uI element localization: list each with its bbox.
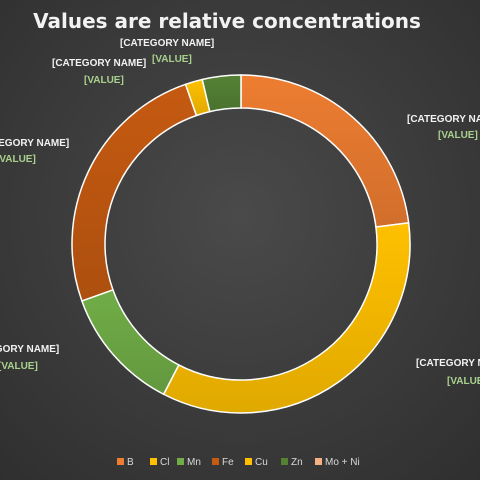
data-label-value: [VALUE] <box>84 75 124 86</box>
legend-swatch <box>315 458 322 465</box>
legend-swatch <box>117 458 124 465</box>
legend-swatch <box>177 458 184 465</box>
data-label-value: [VALUE] <box>0 361 38 372</box>
legend-label: Fe <box>222 457 234 468</box>
data-labels: [CATEGORY NAME] [VALUE] [CATEGORY NAME] [VA… <box>0 38 480 387</box>
legend-swatch <box>150 458 157 465</box>
data-label-category: [CATEGORY NAME] <box>0 138 69 149</box>
legend-swatch <box>245 458 252 465</box>
data-label-category: [CATEGORY NAME] <box>407 114 480 125</box>
legend-label: Cl <box>160 457 169 468</box>
legend-label: Mn <box>187 457 201 468</box>
data-label-category: [CATEGORY NAME] <box>0 344 59 355</box>
slice-mn <box>80 288 180 396</box>
legend-swatch <box>212 458 219 465</box>
data-label-value: [VALUE] <box>0 154 36 165</box>
legend: B Cl Mn Fe Cu Zn Mo + Ni <box>117 457 360 468</box>
slice-b <box>240 74 410 228</box>
slice-zn <box>201 74 242 113</box>
data-label-category: [CATEGORY NAME] <box>120 38 214 49</box>
doughnut-slices <box>71 74 411 414</box>
data-label-category: [CATEGORY NAME] <box>416 358 480 369</box>
slice-cl <box>162 222 411 414</box>
legend-label: Zn <box>291 457 303 468</box>
data-label-value: [VALUE] <box>447 376 480 387</box>
legend-label: Mo + Ni <box>325 457 360 468</box>
chart-title: Values are relative concentrations <box>33 9 421 33</box>
legend-label: Cu <box>255 457 268 468</box>
slice-fe <box>71 83 198 302</box>
legend-label: B <box>127 457 134 468</box>
legend-swatch <box>281 458 288 465</box>
data-label-value: [VALUE] <box>438 130 478 141</box>
data-label-category: [CATEGORY NAME] <box>52 58 146 69</box>
data-label-value: [VALUE] <box>152 54 192 65</box>
